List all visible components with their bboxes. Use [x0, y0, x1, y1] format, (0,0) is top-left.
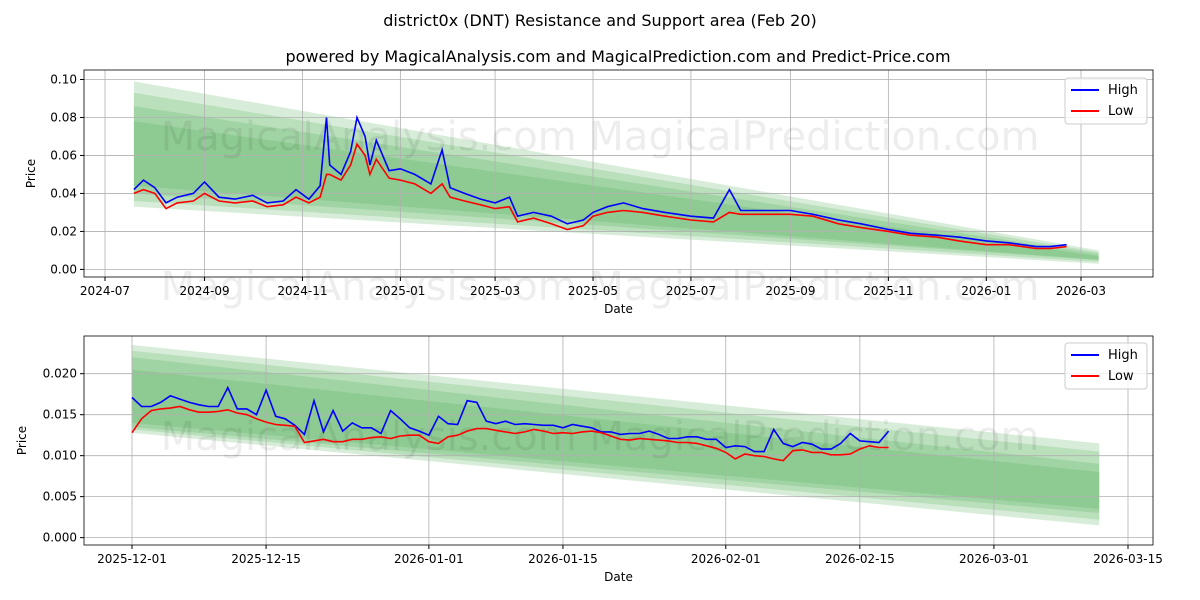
- band-area-3: [133, 121, 1099, 260]
- x-tick-label: 2026-02-15: [825, 552, 895, 566]
- band-area-0: [133, 81, 1099, 264]
- watermark: MagicalAnalysis.com MagicalPrediction.co…: [161, 114, 1040, 160]
- y-axis-label: Price: [15, 426, 29, 455]
- series-line-high: [131, 385, 890, 453]
- y-tick-label: 0.005: [43, 490, 77, 504]
- x-tick-label: 2025-05: [568, 284, 618, 298]
- y-tick-label: 0.02: [50, 224, 77, 238]
- x-tick-label: 2025-11: [863, 284, 913, 298]
- x-tick-label: 2024-07: [80, 284, 130, 298]
- x-tick-label: 2025-09: [765, 284, 815, 298]
- band-area-3: [132, 369, 1100, 509]
- band-area-1: [133, 92, 1099, 262]
- legend-label-low: Low: [1108, 104, 1134, 119]
- legend-label-high: High: [1108, 348, 1138, 363]
- series-line-high: [133, 114, 1067, 248]
- axes-frame: [83, 335, 1154, 546]
- bottom-axes: 2025-12-01 2025-12-15 2026-01-01 2026-01-15…: [15, 335, 1163, 584]
- x-tick-label: 2025-12-15: [231, 552, 301, 566]
- x-tick-label: 2025-01: [375, 284, 425, 298]
- y-tick-label: 0.00: [50, 262, 77, 276]
- x-tick-label: 2026-01-15: [528, 552, 598, 566]
- legend-label-low: Low: [1108, 369, 1134, 384]
- chart-title: district0x (DNT) Resistance and Support …: [383, 11, 817, 30]
- x-tick-label: 2026-03-01: [959, 552, 1029, 566]
- x-tick-label: 2025-12-01: [97, 552, 167, 566]
- watermark: MagicalAnalysis.com MagicalPrediction.co…: [161, 414, 1040, 460]
- x-axis-label: Date: [604, 570, 633, 584]
- legend-label-high: High: [1108, 83, 1138, 98]
- y-axis-label: Price: [24, 159, 38, 188]
- y-tick-label: 0.015: [43, 408, 77, 422]
- x-tick-label: 2025-07: [666, 284, 716, 298]
- x-tick-label: 2026-03: [1056, 284, 1106, 298]
- x-tick-label: 2026-01: [961, 284, 1011, 298]
- chart-subtitle: powered by MagicalAnalysis.com and Magic…: [285, 47, 950, 66]
- axes-frame: [83, 69, 1154, 278]
- band-area-0: [132, 345, 1100, 526]
- x-tick-label: 2024-09: [179, 284, 229, 298]
- x-tick-label: 2026-03-15: [1093, 552, 1163, 566]
- x-tick-label: 2026-01-01: [394, 552, 464, 566]
- y-tick-label: 0.020: [43, 367, 77, 381]
- y-tick-label: 0.000: [43, 531, 77, 545]
- series-line-low: [131, 405, 889, 462]
- x-tick-label: 2026-02-01: [691, 552, 761, 566]
- y-tick-label: 0.08: [50, 110, 77, 124]
- x-tick-label: 2025-03: [470, 284, 520, 298]
- y-tick-label: 0.010: [43, 449, 77, 463]
- band-area-2: [132, 357, 1100, 514]
- y-tick-label: 0.04: [50, 186, 77, 200]
- y-tick-label: 0.06: [50, 148, 77, 162]
- watermark: MagicalAnalysis.com MagicalPrediction.co…: [161, 264, 1040, 310]
- series-line-low: [133, 142, 1067, 250]
- x-axis-label: Date: [604, 302, 633, 316]
- band-area-1: [132, 350, 1100, 520]
- top-axes: 2024-07 2024-09 2024-11 2025-01 2025-03 2025-…: [24, 69, 1154, 316]
- y-tick-label: 0.10: [50, 72, 77, 86]
- x-tick-label: 2024-11: [277, 284, 327, 298]
